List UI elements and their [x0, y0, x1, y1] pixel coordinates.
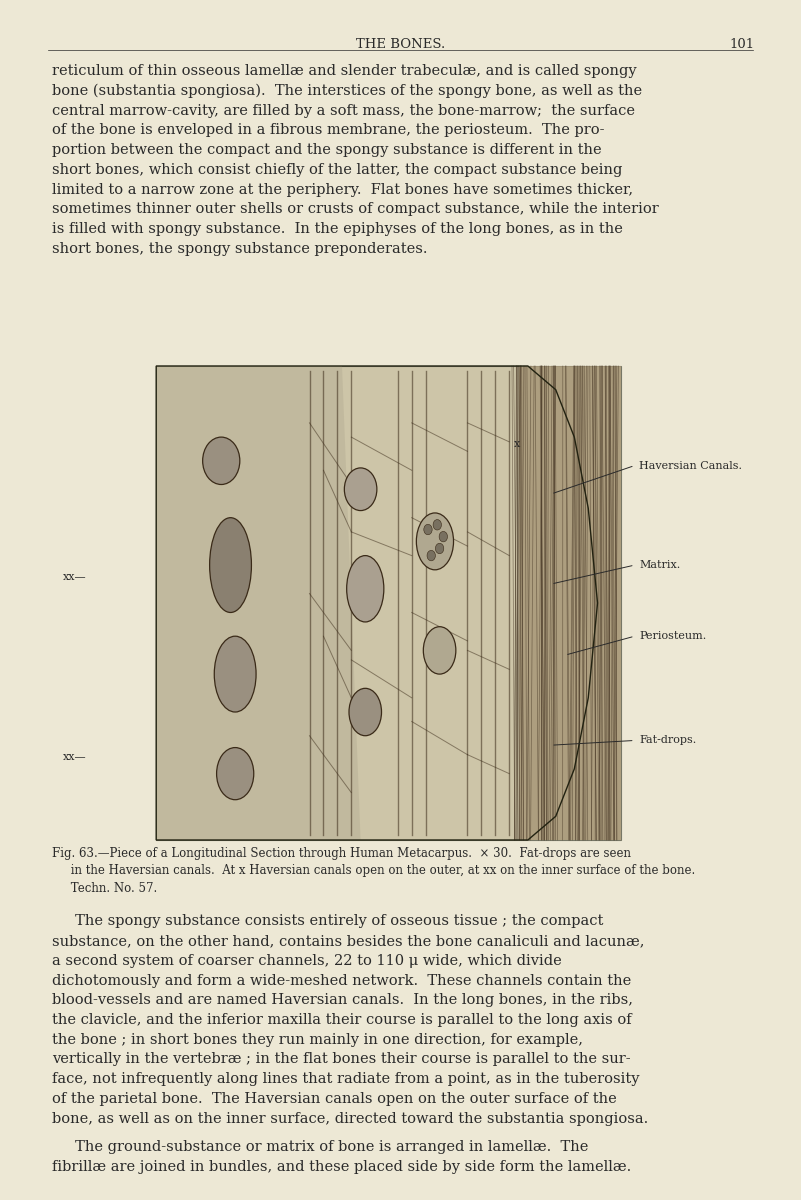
Text: Fat-drops.: Fat-drops. — [639, 736, 697, 745]
Ellipse shape — [215, 636, 256, 712]
Text: Periosteum.: Periosteum. — [639, 631, 706, 641]
Text: THE BONES.: THE BONES. — [356, 38, 445, 52]
Ellipse shape — [349, 689, 381, 736]
Polygon shape — [518, 366, 621, 840]
FancyBboxPatch shape — [156, 366, 621, 840]
Ellipse shape — [203, 437, 239, 485]
Ellipse shape — [417, 512, 453, 570]
Ellipse shape — [344, 468, 377, 510]
Text: The spongy substance consists entirely of osseous tissue ; the compact
substance: The spongy substance consists entirely o… — [52, 914, 648, 1126]
Text: 101: 101 — [730, 38, 755, 52]
Ellipse shape — [436, 544, 444, 553]
Ellipse shape — [433, 520, 441, 530]
Ellipse shape — [210, 517, 252, 612]
Text: Haversian Canals.: Haversian Canals. — [639, 461, 743, 470]
Ellipse shape — [439, 532, 448, 542]
Ellipse shape — [347, 556, 384, 622]
Text: The ground-substance or matrix of bone is arranged in lamellæ.  The
fibrillæ are: The ground-substance or matrix of bone i… — [52, 1140, 631, 1174]
Ellipse shape — [216, 748, 254, 799]
Ellipse shape — [427, 551, 436, 560]
Text: reticulum of thin osseous lamellæ and slender trabeculæ, and is called spongy
bo: reticulum of thin osseous lamellæ and sl… — [52, 64, 658, 256]
Ellipse shape — [424, 524, 433, 535]
Text: xx—: xx— — [63, 752, 87, 762]
Text: xx—: xx— — [63, 572, 87, 582]
Text: x: x — [514, 439, 520, 449]
Text: Matrix.: Matrix. — [639, 560, 681, 570]
Polygon shape — [156, 366, 360, 840]
Text: Fig. 63.—Piece of a Longitudinal Section through Human Metacarpus.  × 30.  Fat-d: Fig. 63.—Piece of a Longitudinal Section… — [52, 847, 695, 895]
Ellipse shape — [424, 626, 456, 674]
